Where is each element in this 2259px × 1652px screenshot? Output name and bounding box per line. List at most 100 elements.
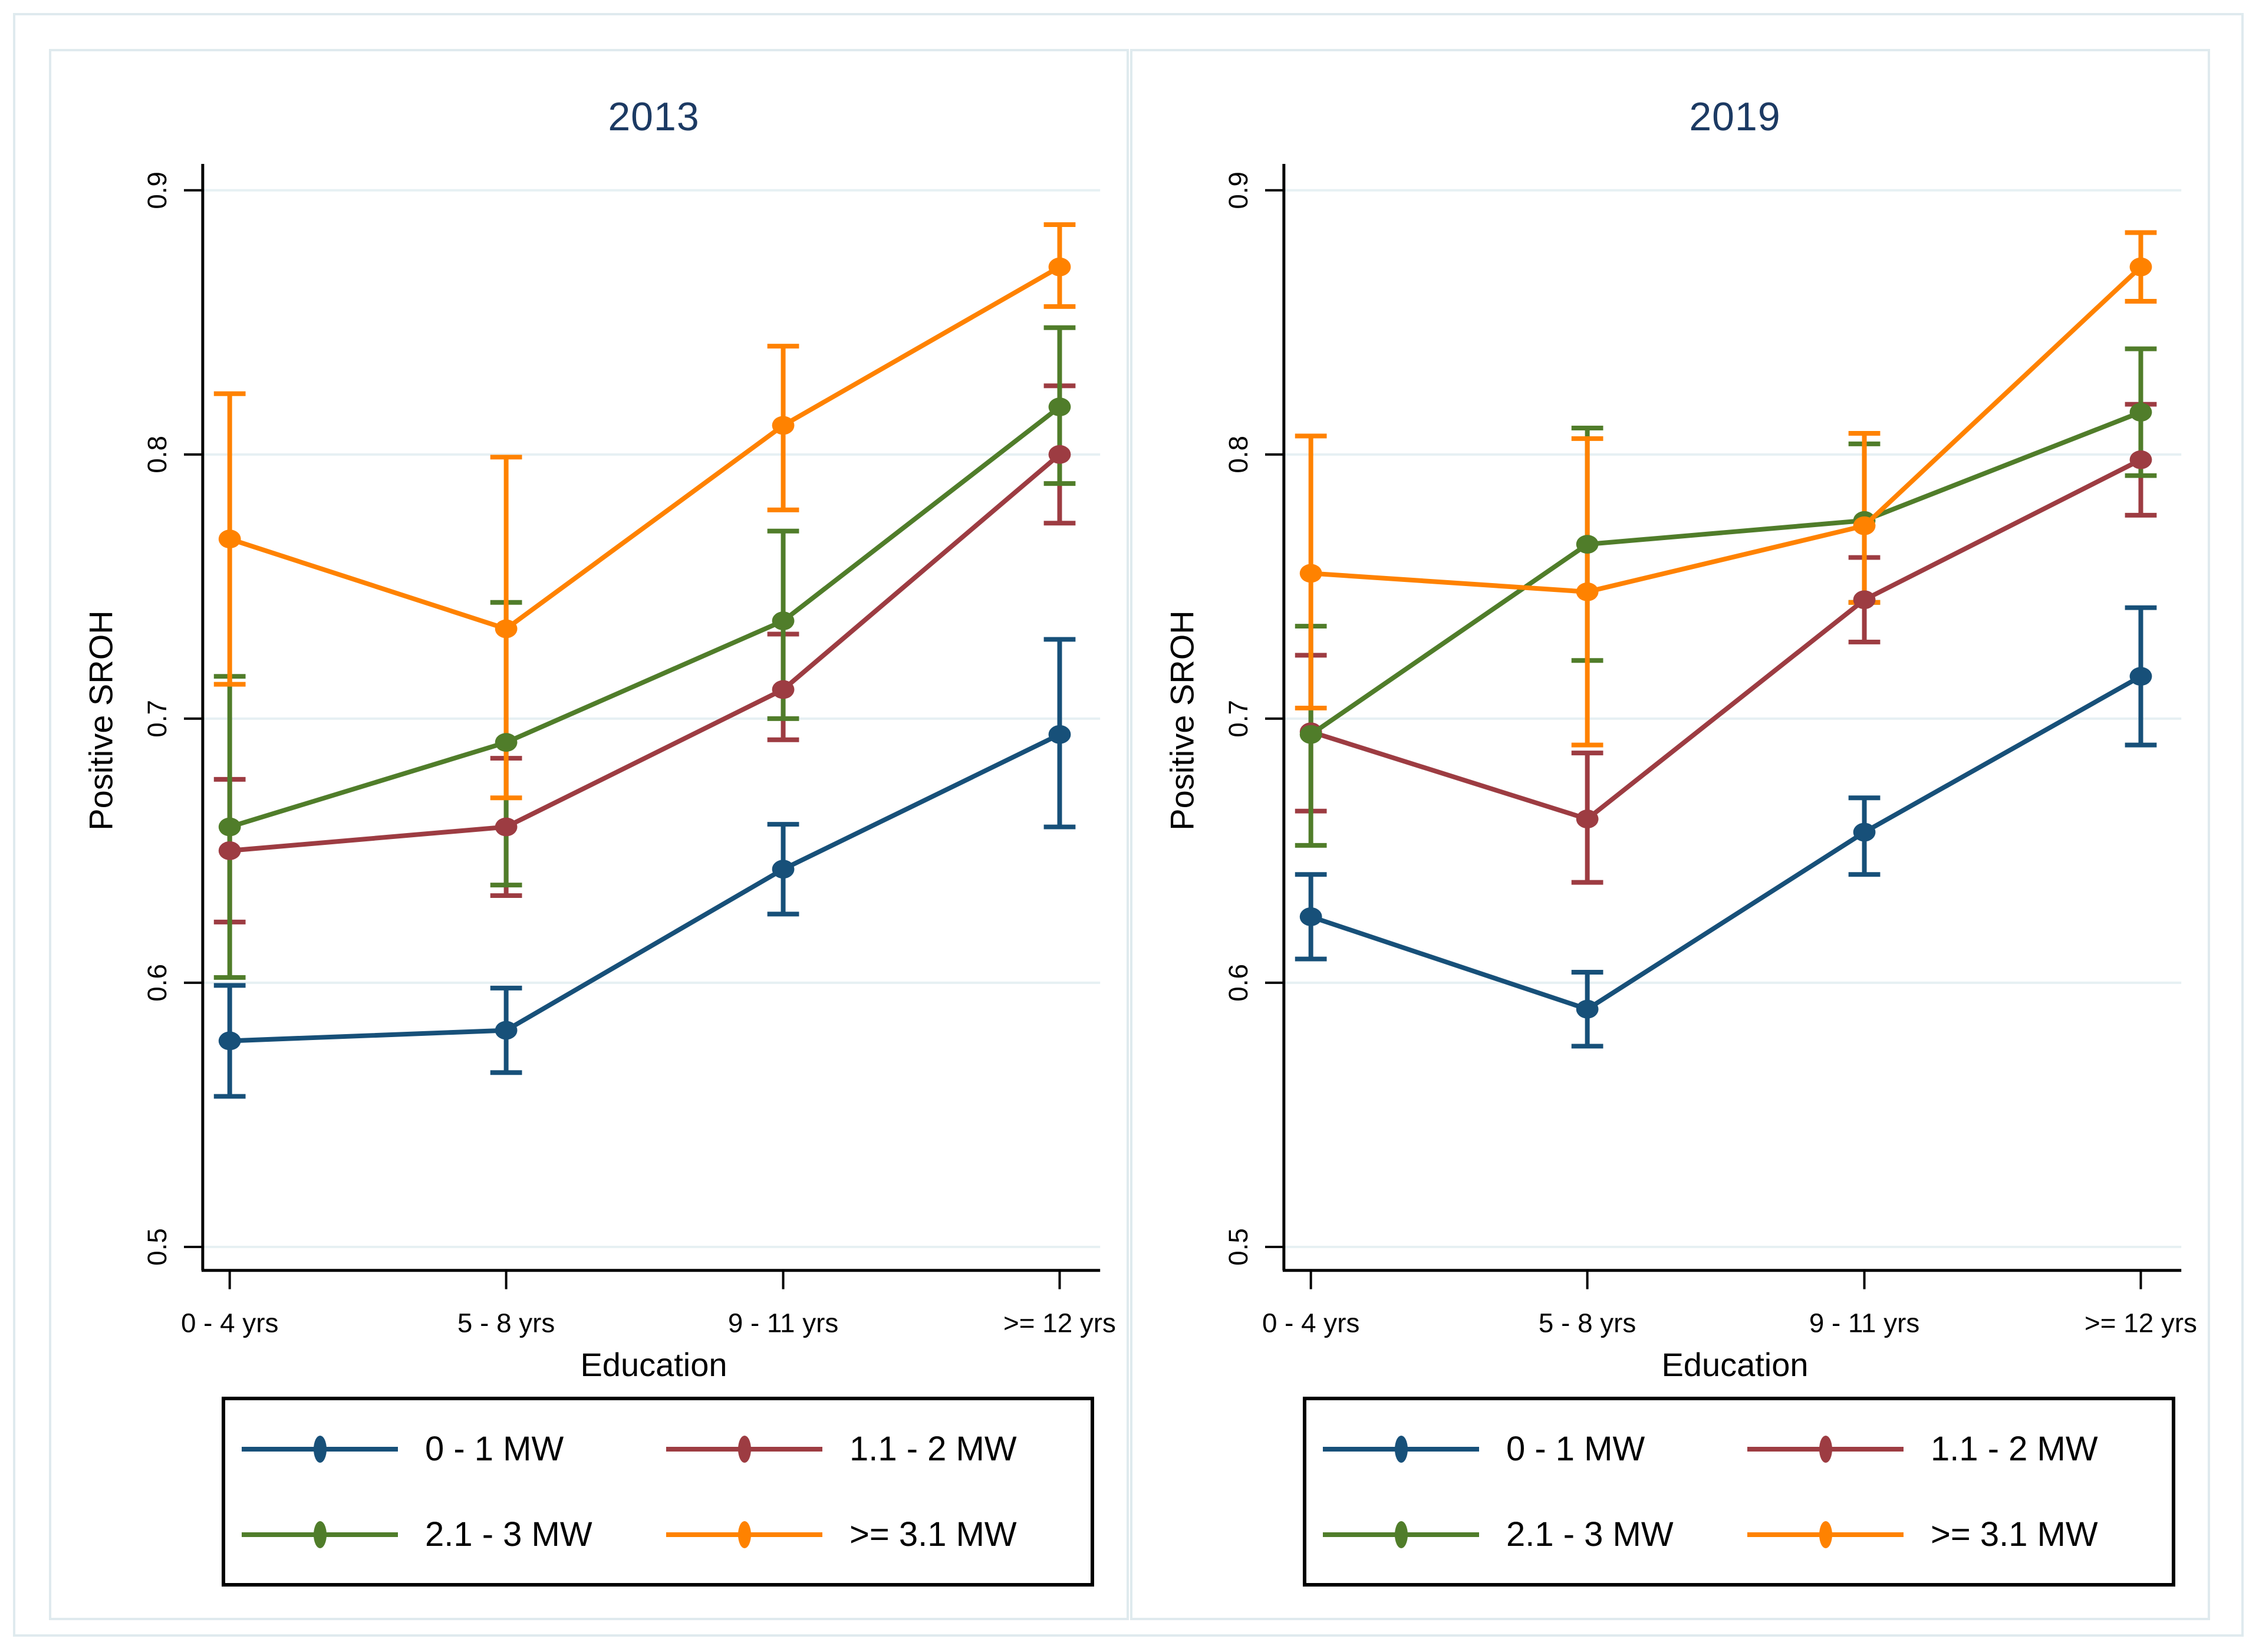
legend-marker-icon [1747,1521,1904,1548]
x-tick-label: 0 - 4 yrs [181,1308,278,1338]
legend-dot-icon [313,1435,327,1463]
series-marker->= 3.1 MW [772,416,795,435]
series-marker-1.1 - 2 MW [772,680,795,699]
series-marker-1.1 - 2 MW [1048,445,1071,464]
series-line->= 3.1 MW [229,265,1061,631]
legend-entry->= 3.1 MW: >= 3.1 MW [666,1515,1091,1554]
x-axis-title: Education [1661,1346,1809,1383]
series-marker-1.1 - 2 MW [218,841,241,860]
series-marker-2.1 - 3 MW [495,733,518,752]
series-marker-2.1 - 3 MW [218,817,241,837]
series-marker-0 - 1 MW [1576,999,1599,1019]
series-marker->= 3.1 MW [1299,564,1322,583]
legend-entry-0 - 1 MW: 0 - 1 MW [1323,1429,1747,1469]
x-axis-title: Education [580,1346,727,1383]
series-marker-0 - 1 MW [218,1031,241,1051]
legend-dot-icon [737,1435,751,1463]
series-marker-0 - 1 MW [495,1021,518,1040]
series-line->= 3.1 MW [1310,265,2143,594]
y-tick-label: 0.8 [142,436,172,473]
legend-dot-icon [1394,1521,1408,1548]
series-marker-1.1 - 2 MW [495,817,518,837]
series-line-2.1 - 3 MW [1309,410,2142,737]
series-line-1.1 - 2 MW [229,452,1062,853]
y-tick-label: 0.7 [1223,700,1253,738]
legend-marker-icon [1747,1435,1904,1463]
x-tick-label: 5 - 8 yrs [1539,1308,1636,1338]
legend-label: 0 - 1 MW [1506,1430,1645,1468]
y-tick-label: 0.9 [142,172,172,209]
series-marker-1.1 - 2 MW [1576,809,1599,829]
panel-title-2013: 2013 [608,94,700,139]
series-line-0 - 1 MW [1310,674,2142,1012]
legend-marker-icon [666,1435,822,1463]
legend-marker-icon [1323,1435,1479,1463]
legend-entry-2.1 - 3 MW: 2.1 - 3 MW [1323,1515,1747,1554]
series-marker->= 3.1 MW [1048,257,1071,277]
y-axis-title: Positive SROH [1163,610,1201,831]
series-marker->= 3.1 MW [1853,516,1876,535]
legend-marker-icon [666,1521,822,1548]
x-tick-label: >= 12 yrs [1003,1308,1116,1338]
legend-marker-icon [1323,1521,1479,1548]
legend-dot-icon [1819,1435,1832,1463]
plot-area-2013: 0.9 0.8 0.7 0.6 0.5 0 - 4 yrs 5 - 8 yrs 9 - 11 … [142,163,1116,1338]
y-tick-label: 0.6 [142,964,172,1002]
series-marker-2.1 - 3 MW [1576,535,1599,554]
panel-2013: 0.9 0.8 0.7 0.6 0.5 0 - 4 yrs 5 - 8 yrs 9 - 11 … [49,49,1129,1620]
series-marker-0 - 1 MW [1853,822,1876,842]
series-marker-1.1 - 2 MW [1853,590,1876,610]
y-tick-label: 0.5 [1223,1228,1253,1266]
figure-border [13,13,2244,1637]
series-marker-2.1 - 3 MW [772,611,795,631]
legend-entry-2.1 - 3 MW: 2.1 - 3 MW [242,1515,666,1554]
legend-entry-1.1 - 2 MW: 1.1 - 2 MW [1747,1429,2172,1469]
panel-2019: 0.9 0.8 0.7 0.6 0.5 0 - 4 yrs 5 - 8 yrs 9 - 11 … [1130,49,2210,1620]
legend-label: 1.1 - 2 MW [1931,1430,2098,1468]
legend-label: >= 3.1 MW [1931,1515,2098,1554]
legend-2019: 0 - 1 MW 1.1 - 2 MW 2.1 - 3 MW >= 3.1 MW [1303,1397,2175,1587]
legend-entry-0 - 1 MW: 0 - 1 MW [242,1429,666,1469]
legend-label: 1.1 - 2 MW [849,1430,1017,1468]
legend-entry->= 3.1 MW: >= 3.1 MW [1747,1515,2172,1554]
series-marker-2.1 - 3 MW [1048,397,1071,417]
y-axis-title: Positive SROH [82,610,120,831]
series-marker-0 - 1 MW [772,860,795,879]
x-tick-label: 9 - 11 yrs [728,1308,838,1338]
series-marker->= 3.1 MW [1576,582,1599,601]
y-tick-label: 0.8 [1223,436,1253,473]
series-marker->= 3.1 MW [2129,257,2152,277]
legend-dot-icon [313,1521,327,1548]
legend-marker-icon [242,1435,398,1463]
series-marker-0 - 1 MW [2129,667,2152,686]
legend-label: 0 - 1 MW [425,1430,564,1468]
legend-label: 2.1 - 3 MW [1506,1515,1674,1554]
legend-label: >= 3.1 MW [849,1515,1017,1554]
x-tick-label: 0 - 4 yrs [1262,1308,1359,1338]
series-line-2.1 - 3 MW [229,405,1061,830]
y-tick-label: 0.6 [1223,964,1253,1002]
x-tick-label: >= 12 yrs [2085,1308,2197,1338]
legend-entry-1.1 - 2 MW: 1.1 - 2 MW [666,1429,1091,1469]
y-tick-label: 0.9 [1223,172,1253,209]
plot-area-2019: 0.9 0.8 0.7 0.6 0.5 0 - 4 yrs 5 - 8 yrs 9 - 11 … [1223,163,2197,1338]
legend-dot-icon [1394,1435,1408,1463]
series-marker-0 - 1 MW [1299,907,1322,926]
panel-title-2019: 2019 [1689,94,1781,139]
series-line-1.1 - 2 MW [1310,458,2142,822]
legend-marker-icon [242,1521,398,1548]
legend-2013: 0 - 1 MW 1.1 - 2 MW 2.1 - 3 MW >= 3.1 MW [222,1397,1094,1587]
legend-dot-icon [737,1521,751,1548]
y-tick-label: 0.5 [142,1228,172,1266]
series-line-0 - 1 MW [229,732,1061,1044]
x-tick-label: 9 - 11 yrs [1809,1308,1919,1338]
series-marker->= 3.1 MW [218,529,241,549]
series-marker-0 - 1 MW [1048,725,1071,744]
y-tick-label: 0.7 [142,700,172,738]
series-marker-1.1 - 2 MW [2129,450,2152,469]
series-marker-2.1 - 3 MW [2129,403,2152,422]
x-tick-label: 5 - 8 yrs [457,1308,555,1338]
series-marker->= 3.1 MW [495,619,518,639]
legend-label: 2.1 - 3 MW [425,1515,592,1554]
